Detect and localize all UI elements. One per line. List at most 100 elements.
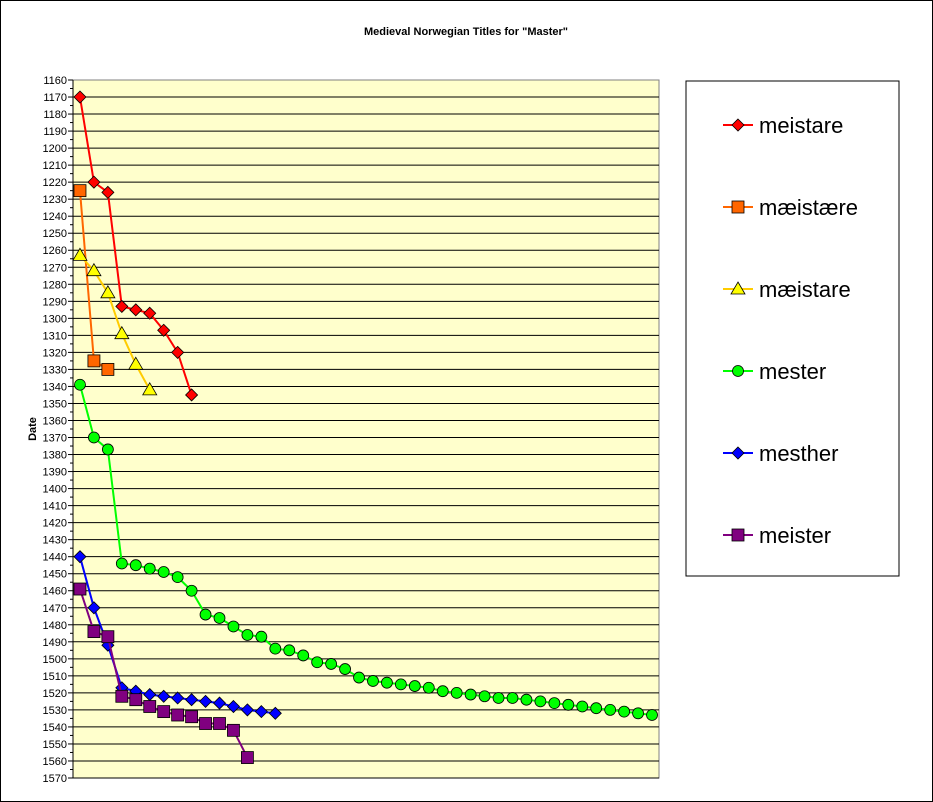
data-point <box>381 676 393 689</box>
y-tick-label: 1450 <box>43 569 67 581</box>
data-point <box>115 557 128 570</box>
data-point <box>548 697 561 709</box>
data-point <box>185 710 198 724</box>
data-point <box>157 566 170 578</box>
legend-item: mæistare <box>723 277 851 302</box>
data-point <box>157 689 171 703</box>
y-tick-label: 1410 <box>43 501 67 513</box>
data-point <box>268 706 282 720</box>
data-point <box>115 689 129 703</box>
data-point <box>367 675 379 687</box>
data-point <box>632 707 644 720</box>
data-point <box>86 262 102 277</box>
legend-item: mester <box>723 359 826 384</box>
y-tick-label: 1530 <box>43 705 67 717</box>
legend-marker <box>731 528 745 542</box>
y-tick-label: 1340 <box>43 381 67 393</box>
y-tick-label: 1480 <box>43 620 67 632</box>
y-tick-label: 1240 <box>43 211 67 223</box>
legend-box <box>685 80 900 577</box>
data-point <box>646 709 658 721</box>
data-point <box>436 685 449 698</box>
data-point <box>142 382 158 396</box>
data-point <box>492 692 505 704</box>
data-point <box>73 550 87 564</box>
data-point <box>212 696 227 710</box>
y-tick-label: 1290 <box>43 296 67 308</box>
y-tick-label: 1270 <box>43 262 67 274</box>
data-point <box>171 571 184 584</box>
data-point <box>241 751 254 764</box>
y-tick-label: 1540 <box>43 722 67 734</box>
data-point <box>73 90 87 104</box>
y-tick-label: 1330 <box>43 364 67 376</box>
data-point <box>520 693 533 706</box>
data-point <box>143 306 157 320</box>
data-point <box>297 649 310 662</box>
data-point <box>199 717 212 730</box>
data-point <box>506 692 519 704</box>
data-point <box>73 582 87 596</box>
data-point <box>408 680 421 692</box>
data-point <box>143 562 156 575</box>
data-point <box>255 630 268 643</box>
data-point <box>353 671 365 684</box>
legend-label: meistare <box>759 113 843 138</box>
data-point <box>87 354 101 368</box>
y-tick-label: 1180 <box>43 109 67 121</box>
y-tick-label: 1210 <box>43 160 67 172</box>
data-point <box>590 702 603 715</box>
data-point <box>422 681 435 694</box>
data-point <box>226 699 241 714</box>
data-point <box>88 431 100 444</box>
y-tick-label: 1310 <box>43 330 67 342</box>
legend-marker <box>731 200 745 214</box>
data-point <box>394 678 407 691</box>
y-tick-label: 1280 <box>43 279 67 291</box>
data-point <box>198 694 213 708</box>
y-tick-label: 1500 <box>43 654 67 666</box>
legend-marker <box>731 118 745 132</box>
data-point <box>101 185 115 199</box>
data-point <box>74 378 86 391</box>
data-point <box>241 629 254 641</box>
y-tick-label: 1190 <box>43 126 67 138</box>
legend-item: mæistære <box>723 195 858 220</box>
y-tick-label: 1370 <box>43 433 67 445</box>
y-tick-label: 1550 <box>43 739 67 751</box>
data-point <box>72 247 88 261</box>
data-point <box>73 184 87 198</box>
y-tick-label: 1490 <box>43 637 67 649</box>
data-point <box>618 705 631 718</box>
data-point <box>227 620 240 633</box>
legend-marker <box>730 281 746 295</box>
y-tick-label: 1460 <box>43 586 67 598</box>
data-point <box>101 443 114 456</box>
legend-label: mester <box>759 359 826 384</box>
data-point <box>87 175 101 189</box>
y-tick-label: 1430 <box>43 535 67 547</box>
y-tick-label: 1350 <box>43 398 67 410</box>
series-meister <box>73 582 254 764</box>
data-point <box>213 717 226 730</box>
data-point <box>227 723 240 737</box>
legend-label: mesther <box>759 441 838 466</box>
data-point <box>129 303 143 317</box>
y-tick-label: 1200 <box>43 143 67 155</box>
data-point <box>129 693 143 707</box>
y-tick-label: 1260 <box>43 245 67 257</box>
data-point <box>562 698 575 711</box>
data-point <box>311 656 324 669</box>
y-tick-label: 1380 <box>43 450 67 462</box>
series-mæistære <box>73 184 115 376</box>
data-point <box>185 584 198 597</box>
data-point <box>283 644 296 657</box>
data-point <box>464 688 477 701</box>
y-tick-label: 1320 <box>43 347 67 359</box>
series-mester <box>74 378 658 721</box>
data-point <box>101 630 115 644</box>
data-point <box>450 686 463 699</box>
data-point <box>240 703 254 717</box>
y-tick-label: 1170 <box>43 92 67 104</box>
data-point <box>534 695 547 708</box>
